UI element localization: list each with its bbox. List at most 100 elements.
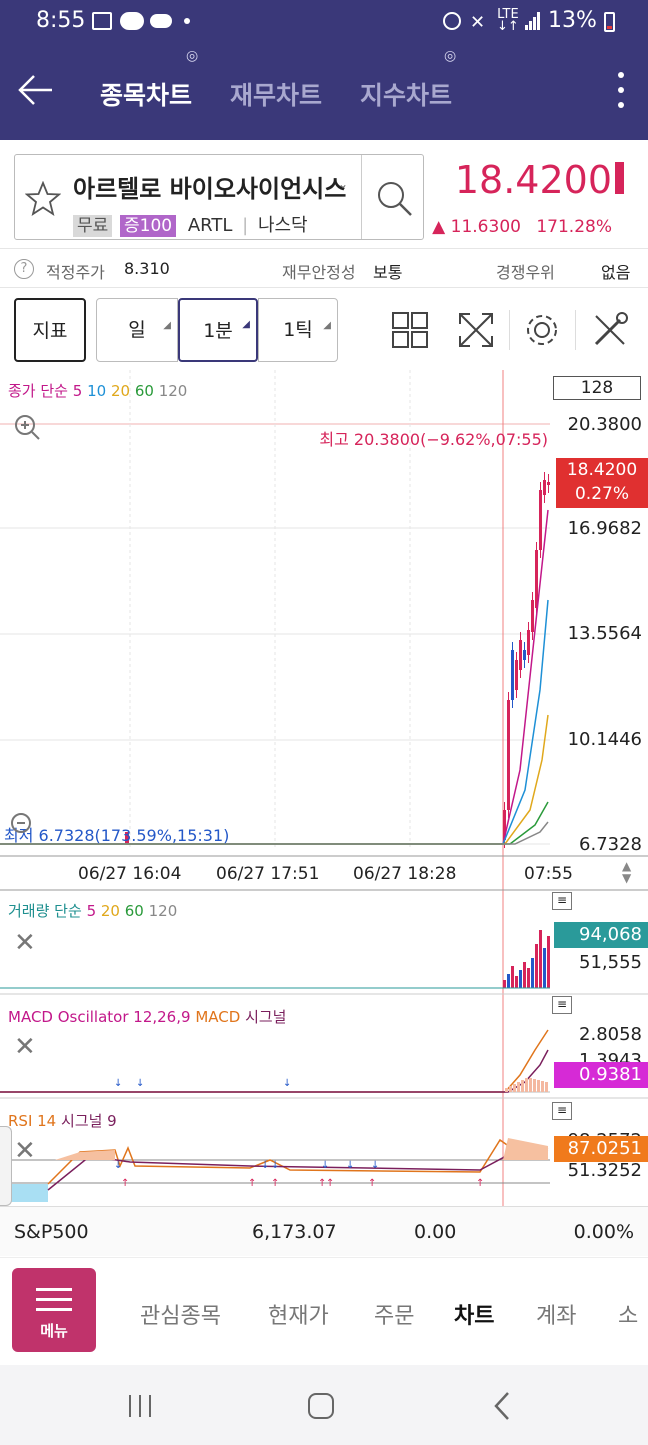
system-navigation — [0, 1365, 648, 1445]
volume-current-marker: 94,068 — [554, 922, 648, 948]
volume-bar — [507, 974, 510, 988]
macd-signal-line — [0, 1049, 549, 1093]
candle — [539, 490, 542, 550]
nav-order[interactable]: 주문 — [374, 1304, 415, 1329]
scroll-updown-icon[interactable]: ▲ ▼ — [622, 859, 632, 885]
y-tick-label: 6.7328 — [579, 834, 642, 855]
back-button[interactable] — [16, 72, 56, 108]
rsi-signal-arrow: ↑ — [476, 1178, 484, 1189]
stock-selector[interactable]: 아르텔로 바이오사이언시스 무료 증100 ARTL | 나스닥 ⌄ — [14, 154, 424, 240]
period-day-button[interactable]: 일 ◢ — [96, 298, 178, 362]
status-time: 8:55 — [36, 8, 86, 33]
exchange-label: 나스닥 — [257, 215, 308, 236]
nav-chart[interactable]: 차트 — [454, 1304, 495, 1329]
recent-apps-icon[interactable] — [127, 1395, 153, 1417]
side-drawer-handle[interactable] — [0, 1126, 12, 1206]
menu-button[interactable]: 메뉴 — [12, 1268, 96, 1352]
tab-stock-chart[interactable]: ◎ 종목차트 — [100, 48, 199, 110]
index-change: 0.00 — [414, 1221, 457, 1243]
price-legend: 종가 단순 5 10 20 60 120 — [8, 382, 188, 400]
favorite-star-icon[interactable] — [25, 181, 61, 217]
rsi-overbought-fill — [55, 1150, 115, 1160]
macd-osc-bar — [545, 1082, 548, 1092]
y-tick-label: 16.9682 — [567, 518, 642, 539]
macd-osc-bar — [525, 1078, 528, 1092]
fair-price-value: 8.310 — [124, 259, 170, 278]
rsi-signal-arrow: ↓ — [371, 1160, 379, 1171]
macd-signal-arrow: ↓ — [283, 1078, 291, 1089]
macd-tick: 1.3943 — [579, 1050, 642, 1062]
lte-label: LTE ↓↑ — [497, 7, 519, 34]
zoom-in-icon[interactable] — [12, 412, 42, 442]
macd-legend: MACD Oscillator 12,26,9 MACD 시그널 — [8, 1008, 287, 1026]
high-price-label: 최고 20.3800(−9.62%,07:55) — [319, 430, 548, 449]
rsi-signal-arrow: ↑ — [121, 1178, 129, 1189]
ma5-line — [0, 509, 549, 845]
home-icon[interactable] — [308, 1393, 334, 1419]
more-menu-button[interactable] — [612, 70, 632, 110]
search-icon[interactable] — [375, 179, 415, 219]
price-change: ▲ 11.6300 171.28% — [432, 217, 612, 237]
rsi-signal-arrow: ↑ — [368, 1178, 376, 1189]
valuation-info-row: ? 적정주가 8.310 재무안정성 보통 경쟁우위 없음 — [0, 248, 648, 288]
x-tick-label: 06/27 18:28 — [353, 864, 457, 884]
x-tick-label: 06/27 17:51 — [216, 864, 320, 884]
chart-link-icon: ◎ — [444, 48, 457, 64]
current-price-marker: 18.4200 0.27% — [556, 458, 648, 508]
nav-more[interactable]: 소 — [618, 1304, 639, 1329]
nav-current-price[interactable]: 현재가 — [268, 1304, 329, 1329]
rsi-menu-icon[interactable]: ≡ — [552, 1102, 572, 1120]
battery-icon — [604, 12, 615, 32]
notification-dot-icon — [184, 18, 190, 24]
help-icon[interactable]: ? — [14, 259, 34, 279]
tools-icon[interactable] — [590, 310, 630, 350]
chart-area[interactable]: ↓ ↓ ↓ ↓ ↓ ↓ ↓ ↓ ↓ ↑ ↑ ↑ ↑ ↑ ↑ ↑ 종가 단순 5 10 20 60 120 12… — [0, 370, 648, 1208]
top-header: 8:55 ✕ LTE ↓↑ 13% ◎ 종목차트 재무차트 — [0, 0, 648, 140]
talk-icon — [120, 12, 144, 30]
chart-svg[interactable]: ↓ ↓ ↓↓ ↓ ↓ ↓ ↓ ↓↑ ↑ ↑ ↑ ↑ ↑ ↑ — [0, 370, 648, 1208]
menu-label: 메뉴 — [40, 1322, 68, 1340]
period-tick-button[interactable]: 1틱 ◢ — [258, 298, 338, 362]
macd-menu-icon[interactable]: ≡ — [552, 996, 572, 1014]
indicator-button[interactable]: 지표 — [14, 298, 86, 362]
tab-financial-chart[interactable]: 재무차트 — [230, 81, 323, 110]
close-macd-icon[interactable]: ✕ — [14, 1032, 36, 1062]
candle — [535, 550, 538, 608]
nav-watchlist[interactable]: 관심종목 — [140, 1304, 221, 1329]
volume-menu-icon[interactable]: ≡ — [552, 892, 572, 910]
margin-badge: 무료 — [73, 215, 113, 237]
volume-bar — [547, 936, 550, 988]
rsi-signal-arrow: ↓ — [271, 1160, 279, 1171]
rsi-overbought-fill — [503, 1138, 548, 1160]
candle-count-box[interactable]: 128 — [553, 376, 641, 400]
volume-bar — [527, 968, 530, 988]
gallery-icon — [92, 12, 112, 30]
candle — [543, 480, 546, 495]
tab-index-chart[interactable]: ◎ 지수차트 — [360, 48, 457, 110]
volume-bar — [531, 958, 534, 988]
index-ticker-bar[interactable]: S&P500 6,173.07 0.00 0.00% — [0, 1206, 648, 1256]
nav-account[interactable]: 계좌 — [536, 1304, 577, 1329]
close-rsi-icon[interactable]: ✕ — [14, 1136, 36, 1166]
candle — [531, 600, 534, 632]
fullscreen-icon[interactable] — [456, 310, 496, 350]
index-change-pct: 0.00% — [573, 1221, 634, 1243]
rsi-signal-arrow: ↓ — [114, 1160, 122, 1171]
period-1min-button[interactable]: 1분 ◢ — [178, 298, 258, 362]
close-volume-icon[interactable]: ✕ — [14, 928, 36, 958]
volume-legend: 거래량 단순 5 20 60 120 — [8, 902, 178, 920]
candle — [519, 640, 522, 670]
index-value: 6,173.07 — [252, 1221, 337, 1243]
macd-current-marker: 0.9381 — [554, 1062, 648, 1088]
rsi-signal-arrow: ↑ — [318, 1178, 326, 1189]
zoom-out-icon[interactable] — [8, 810, 38, 840]
candle — [527, 630, 530, 655]
competition-value: 없음 — [601, 263, 631, 282]
layout-grid-icon[interactable] — [392, 312, 428, 348]
current-price: 18.4200 — [454, 158, 612, 202]
settings-gear-icon[interactable] — [522, 310, 562, 350]
back-nav-icon[interactable] — [492, 1391, 512, 1421]
macd-osc-bar — [517, 1082, 520, 1092]
rsi-signal-arrow: ↓ — [261, 1160, 269, 1171]
rsi-signal-arrow: ↑ — [271, 1178, 279, 1189]
